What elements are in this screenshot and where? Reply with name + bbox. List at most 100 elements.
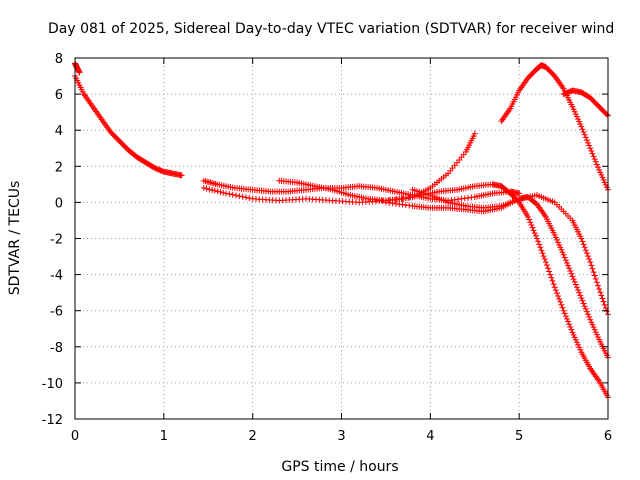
data-point <box>560 307 567 314</box>
data-point <box>548 274 555 281</box>
y-tick-label: 0 <box>55 196 63 211</box>
x-tick-label: 2 <box>249 429 257 444</box>
data-point <box>583 250 590 257</box>
data-point <box>587 145 594 152</box>
data-point <box>581 244 588 251</box>
data-point <box>567 323 574 330</box>
data-point <box>569 273 576 280</box>
data-point <box>579 126 586 133</box>
data-point <box>538 247 545 254</box>
data-point <box>595 164 602 171</box>
data-point <box>565 262 572 269</box>
data-point <box>560 251 567 258</box>
data-point <box>559 304 566 311</box>
data-point <box>598 292 605 299</box>
x-tick-label: 5 <box>515 429 523 444</box>
data-point <box>542 258 549 265</box>
data-point <box>562 313 569 320</box>
data-point <box>583 137 590 144</box>
data-point <box>243 194 250 201</box>
data-point <box>586 314 593 321</box>
y-tick-label: -2 <box>50 233 63 248</box>
data-point <box>581 303 588 310</box>
data-point <box>587 258 594 265</box>
data-point <box>585 311 592 318</box>
y-tick-label: 2 <box>55 160 63 175</box>
data-point <box>601 301 608 308</box>
data-point <box>555 293 562 300</box>
data-point <box>580 241 587 248</box>
data-point <box>471 130 478 137</box>
data-point <box>550 281 557 288</box>
data-point <box>214 188 221 195</box>
data-point <box>563 315 570 322</box>
data-point <box>526 216 533 223</box>
data-point <box>236 193 243 200</box>
data-point <box>568 270 575 277</box>
data-point <box>585 139 592 146</box>
data-point <box>540 253 547 260</box>
data-point <box>588 147 595 154</box>
chart-title: Day 081 of 2025, Sidereal Day-to-day VTE… <box>48 21 614 37</box>
data-point <box>561 310 568 317</box>
x-tick-label: 6 <box>604 429 612 444</box>
data-point <box>585 253 592 260</box>
data-point <box>583 308 590 315</box>
data-point <box>533 235 540 242</box>
data-point <box>580 300 587 307</box>
data-point <box>549 277 556 284</box>
data-point <box>535 238 542 245</box>
data-point <box>543 262 550 269</box>
data-point <box>76 69 83 76</box>
data-point <box>530 227 537 234</box>
data-point <box>595 282 602 289</box>
data-point <box>200 184 207 191</box>
data-point <box>579 297 586 304</box>
data-point <box>223 190 230 197</box>
data-point <box>582 134 589 141</box>
data-point <box>229 191 236 198</box>
data-point <box>541 256 548 263</box>
data-point <box>531 230 538 237</box>
data-point <box>532 232 539 239</box>
series-arc-7 <box>409 186 611 318</box>
x-axis-label: GPS time / hours <box>281 459 398 475</box>
data-point <box>582 247 589 254</box>
y-tick-label: 6 <box>55 88 63 103</box>
data-point <box>527 219 534 226</box>
data-point <box>529 224 536 231</box>
data-point <box>565 318 572 325</box>
data-point <box>551 284 558 291</box>
y-tick-label: -6 <box>50 305 63 320</box>
data-point <box>217 189 224 196</box>
data-point <box>592 158 599 165</box>
data-point <box>226 191 233 198</box>
data-point <box>209 186 216 193</box>
grid <box>75 58 608 419</box>
data-point <box>567 267 574 274</box>
data-point <box>589 265 596 272</box>
data-point <box>233 192 240 199</box>
y-tick-label: 8 <box>55 52 63 67</box>
data-point <box>586 256 593 263</box>
data-point <box>597 289 604 296</box>
data-point <box>203 185 210 192</box>
y-axis-label: SDTVAR / TECUs <box>7 181 23 296</box>
x-tick-label: 0 <box>71 429 79 444</box>
data-point <box>558 301 565 308</box>
data-point <box>590 153 597 160</box>
data-point <box>592 275 599 282</box>
data-point <box>571 278 578 285</box>
data-point <box>577 292 584 299</box>
data-point <box>578 295 585 302</box>
y-tick-label: -4 <box>50 269 63 284</box>
series-arc-6 <box>382 193 611 361</box>
y-tick-label: -8 <box>50 341 63 356</box>
y-tick-label: 4 <box>55 124 63 139</box>
data-point <box>591 156 598 163</box>
data-point <box>572 281 579 288</box>
data-point <box>206 186 213 193</box>
data-point <box>591 272 598 279</box>
data-point <box>603 111 610 118</box>
